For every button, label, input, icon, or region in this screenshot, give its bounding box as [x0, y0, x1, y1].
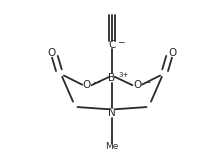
Text: −: − [92, 77, 99, 86]
Text: −: − [143, 77, 151, 86]
Text: O: O [82, 80, 90, 90]
Text: O: O [48, 48, 56, 58]
Text: B: B [108, 73, 116, 83]
Text: O: O [134, 80, 142, 90]
Text: O: O [168, 48, 176, 58]
Text: Me: Me [105, 142, 119, 151]
Text: 3+: 3+ [118, 72, 129, 78]
Text: N: N [108, 108, 116, 118]
Text: C: C [108, 40, 116, 50]
Text: −: − [117, 37, 125, 46]
